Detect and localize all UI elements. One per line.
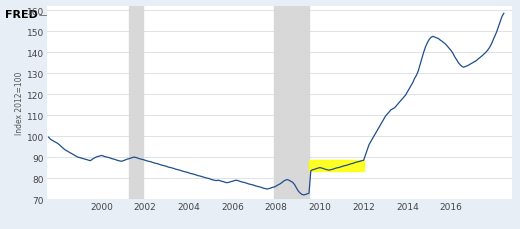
Text: Industrial Production: Mining: Crude oil: Industrial Production: Mining: Crude oil	[49, 10, 213, 19]
Bar	[309, 161, 363, 171]
Bar	[129, 7, 144, 199]
Text: FRED: FRED	[5, 10, 38, 20]
Bar	[275, 7, 309, 199]
Text: —: —	[39, 10, 49, 20]
Y-axis label: Index 2012=100: Index 2012=100	[15, 71, 24, 135]
